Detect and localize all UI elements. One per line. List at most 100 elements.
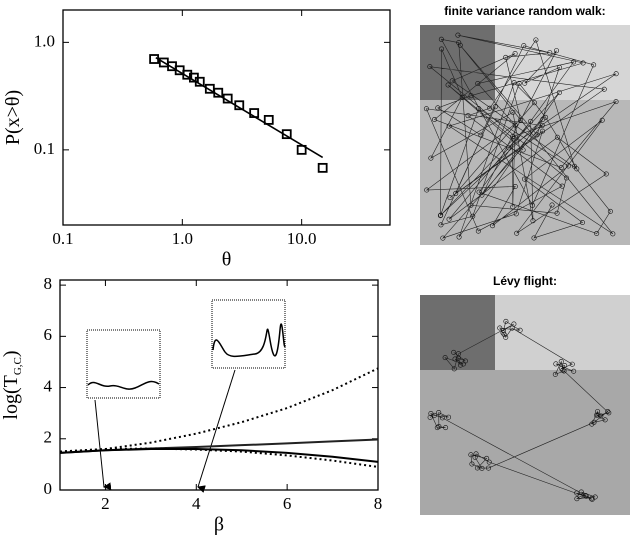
fixation — [476, 106, 482, 112]
fixation — [552, 371, 558, 377]
fixation — [487, 105, 493, 111]
fixation — [447, 195, 453, 201]
curve — [59, 448, 379, 463]
fixation — [500, 327, 506, 333]
x-tick-label: 0.1 — [52, 229, 73, 248]
fixation — [511, 321, 517, 327]
fixation — [465, 113, 471, 119]
fixation — [591, 62, 597, 68]
fixation — [606, 410, 612, 416]
fixation — [561, 368, 567, 374]
fixation — [599, 117, 605, 123]
x-tick-label: 6 — [283, 494, 292, 513]
fixation — [468, 452, 474, 458]
fixation — [451, 349, 457, 355]
fixation — [533, 37, 539, 43]
fixation — [560, 367, 566, 373]
fixation — [503, 334, 509, 340]
fixation — [432, 117, 438, 123]
plot-frame — [62, 9, 391, 226]
fixation — [427, 414, 433, 420]
fixation — [522, 176, 528, 182]
fixation — [595, 409, 601, 415]
fixation — [431, 412, 437, 418]
fixation — [549, 202, 555, 208]
scanpath-line — [425, 34, 617, 239]
fixation — [580, 60, 586, 66]
x-tick-label: 4 — [192, 494, 201, 513]
scanpath — [423, 32, 619, 241]
y-tick-label: 2 — [44, 428, 53, 447]
fixation — [446, 216, 452, 222]
fixation — [539, 122, 545, 128]
fixation — [534, 132, 540, 138]
y-axis-label-part: G,C — [12, 357, 24, 375]
fit-line — [155, 57, 324, 159]
fixation — [520, 147, 526, 153]
fixation — [522, 80, 528, 86]
x-tick-label: 2 — [101, 494, 110, 513]
fixation — [511, 80, 517, 86]
fixation — [510, 204, 516, 210]
plot-frame — [59, 279, 379, 491]
x-tick-label: 10.0 — [287, 229, 317, 248]
fixation — [452, 356, 458, 362]
x-tick-label: 1.0 — [172, 229, 193, 248]
fixation — [562, 363, 568, 369]
x-axis-label: β — [214, 514, 224, 536]
y-axis-label-part: log(T — [0, 375, 22, 419]
fixation — [490, 223, 496, 229]
fixation — [439, 415, 445, 421]
fixation — [591, 419, 597, 425]
fixation — [434, 425, 440, 431]
panel-title: Lévy flight: — [493, 274, 557, 288]
fixation — [460, 361, 466, 367]
fixation — [446, 414, 452, 420]
fixation — [457, 42, 463, 48]
fixation — [516, 80, 522, 86]
fixation — [556, 90, 562, 96]
fixation — [574, 496, 580, 502]
fixation — [451, 366, 457, 372]
fixation — [554, 134, 560, 140]
inset — [86, 329, 161, 491]
fixation — [531, 100, 537, 106]
fixation — [497, 325, 503, 331]
fixation — [558, 358, 564, 364]
scanpath — [427, 318, 612, 502]
y-axis-label: log(TG,C) — [0, 350, 24, 419]
fixation — [458, 362, 464, 368]
fixation — [512, 183, 518, 189]
y-tick-label: 8 — [44, 274, 53, 293]
fixation — [449, 78, 455, 84]
fixation — [610, 231, 616, 237]
eye-tracking-image — [420, 25, 630, 245]
fixation — [506, 145, 512, 151]
fixation — [539, 128, 545, 134]
fixation — [436, 410, 442, 416]
panel-title: finite variance random walk: — [444, 4, 605, 18]
fixation — [503, 54, 509, 60]
fixation — [517, 327, 523, 333]
fixation — [438, 36, 444, 42]
fixation — [486, 459, 492, 465]
fixation — [605, 409, 611, 415]
fixation — [594, 412, 600, 418]
y-tick-label: 1.0 — [34, 31, 55, 50]
y-axis-label-part: ) — [0, 350, 22, 357]
fixation — [475, 228, 481, 234]
fixation — [602, 417, 608, 423]
fixation — [513, 211, 519, 217]
fixation — [554, 210, 560, 216]
fixation — [503, 318, 509, 324]
fixation — [443, 425, 449, 431]
fixation — [476, 189, 482, 195]
fixation — [514, 230, 520, 236]
fixation — [547, 50, 553, 56]
fixation — [486, 465, 492, 471]
fixation — [470, 213, 476, 219]
fixation — [446, 123, 452, 129]
fixation — [472, 454, 478, 460]
eye-tracking-image — [420, 295, 630, 515]
